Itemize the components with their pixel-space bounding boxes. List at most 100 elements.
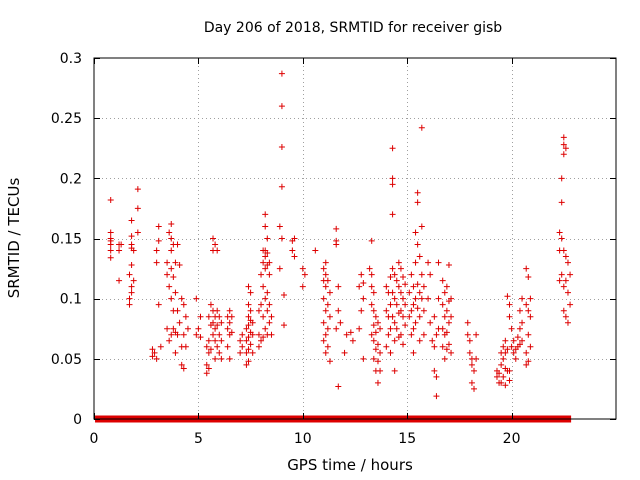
data-point bbox=[260, 313, 267, 320]
data-point bbox=[170, 274, 177, 281]
x-tick-label: 10 bbox=[294, 431, 312, 447]
data-point bbox=[377, 367, 384, 374]
data-point bbox=[523, 265, 530, 272]
data-point bbox=[212, 337, 219, 344]
data-point bbox=[281, 322, 288, 329]
tick-labels: 0 0.05 0.1 0.15 0.2 0.25 0.3 0 5 10 15 20 bbox=[51, 51, 521, 447]
data-point bbox=[370, 322, 377, 329]
data-point bbox=[262, 265, 269, 272]
data-point bbox=[448, 295, 455, 302]
data-point bbox=[368, 331, 375, 338]
data-point bbox=[374, 379, 381, 386]
data-point bbox=[414, 199, 421, 206]
data-point bbox=[218, 355, 225, 362]
y-axis-title: SRMTID / TECUs bbox=[5, 178, 23, 299]
data-point bbox=[393, 325, 400, 332]
data-point bbox=[558, 199, 565, 206]
data-point bbox=[134, 229, 141, 236]
data-point bbox=[335, 283, 342, 290]
data-point bbox=[560, 247, 567, 254]
data-point bbox=[205, 313, 212, 320]
data-point bbox=[247, 289, 254, 296]
y-tick-label: 0.1 bbox=[60, 292, 82, 308]
data-point bbox=[525, 358, 532, 365]
data-point bbox=[322, 307, 329, 314]
data-point bbox=[389, 145, 396, 152]
data-point bbox=[441, 355, 448, 362]
data-point bbox=[245, 346, 252, 353]
data-point bbox=[435, 295, 442, 302]
data-point bbox=[391, 295, 398, 302]
x-tick-label: 15 bbox=[398, 431, 416, 447]
data-point bbox=[266, 319, 273, 326]
data-point bbox=[149, 346, 156, 353]
data-point bbox=[214, 247, 221, 254]
data-point bbox=[278, 70, 285, 77]
data-points bbox=[107, 70, 574, 400]
data-point bbox=[258, 301, 265, 308]
data-point bbox=[410, 301, 417, 308]
data-point bbox=[153, 355, 160, 362]
data-point bbox=[560, 151, 567, 158]
data-point bbox=[562, 313, 569, 320]
data-point bbox=[326, 289, 333, 296]
data-point bbox=[506, 313, 513, 320]
data-point bbox=[184, 325, 191, 332]
data-point bbox=[500, 373, 507, 380]
data-point bbox=[333, 225, 340, 232]
data-point bbox=[443, 283, 450, 290]
data-point bbox=[562, 253, 569, 260]
data-point bbox=[418, 124, 425, 131]
data-point bbox=[358, 307, 365, 314]
data-point bbox=[245, 283, 252, 290]
data-point bbox=[558, 235, 565, 242]
data-point bbox=[291, 235, 298, 242]
data-point bbox=[249, 319, 256, 326]
data-point bbox=[525, 307, 532, 314]
data-point bbox=[320, 337, 327, 344]
data-point bbox=[387, 301, 394, 308]
data-point bbox=[260, 334, 267, 341]
data-point bbox=[245, 301, 252, 308]
data-point bbox=[118, 241, 125, 248]
data-point bbox=[397, 307, 404, 314]
data-point bbox=[197, 313, 204, 320]
data-point bbox=[262, 211, 269, 218]
data-point bbox=[370, 289, 377, 296]
data-point bbox=[445, 319, 452, 326]
data-point bbox=[128, 217, 135, 224]
data-point bbox=[358, 271, 365, 278]
data-point bbox=[412, 319, 419, 326]
data-point bbox=[226, 319, 233, 326]
data-point bbox=[210, 319, 217, 326]
data-point bbox=[370, 307, 377, 314]
data-point bbox=[228, 329, 235, 336]
data-point bbox=[356, 325, 363, 332]
data-point bbox=[255, 307, 262, 314]
data-point bbox=[193, 331, 200, 338]
data-point bbox=[266, 271, 273, 278]
data-point bbox=[243, 361, 250, 368]
data-point bbox=[301, 271, 308, 278]
data-point bbox=[155, 223, 162, 230]
data-point bbox=[320, 319, 327, 326]
data-point bbox=[377, 325, 384, 332]
x-tick-label: 5 bbox=[194, 431, 203, 447]
data-point bbox=[564, 289, 571, 296]
data-point bbox=[320, 295, 327, 302]
data-point bbox=[164, 271, 171, 278]
data-point bbox=[387, 274, 394, 281]
data-point bbox=[496, 370, 503, 377]
data-point bbox=[400, 341, 407, 348]
data-point bbox=[523, 349, 530, 356]
data-point bbox=[502, 382, 509, 389]
data-point bbox=[525, 331, 532, 338]
data-point bbox=[281, 292, 288, 299]
data-point bbox=[433, 373, 440, 380]
data-point bbox=[464, 319, 471, 326]
data-point bbox=[180, 301, 187, 308]
data-point bbox=[393, 277, 400, 284]
data-point bbox=[197, 334, 204, 341]
data-point bbox=[416, 337, 423, 344]
data-point bbox=[372, 313, 379, 320]
